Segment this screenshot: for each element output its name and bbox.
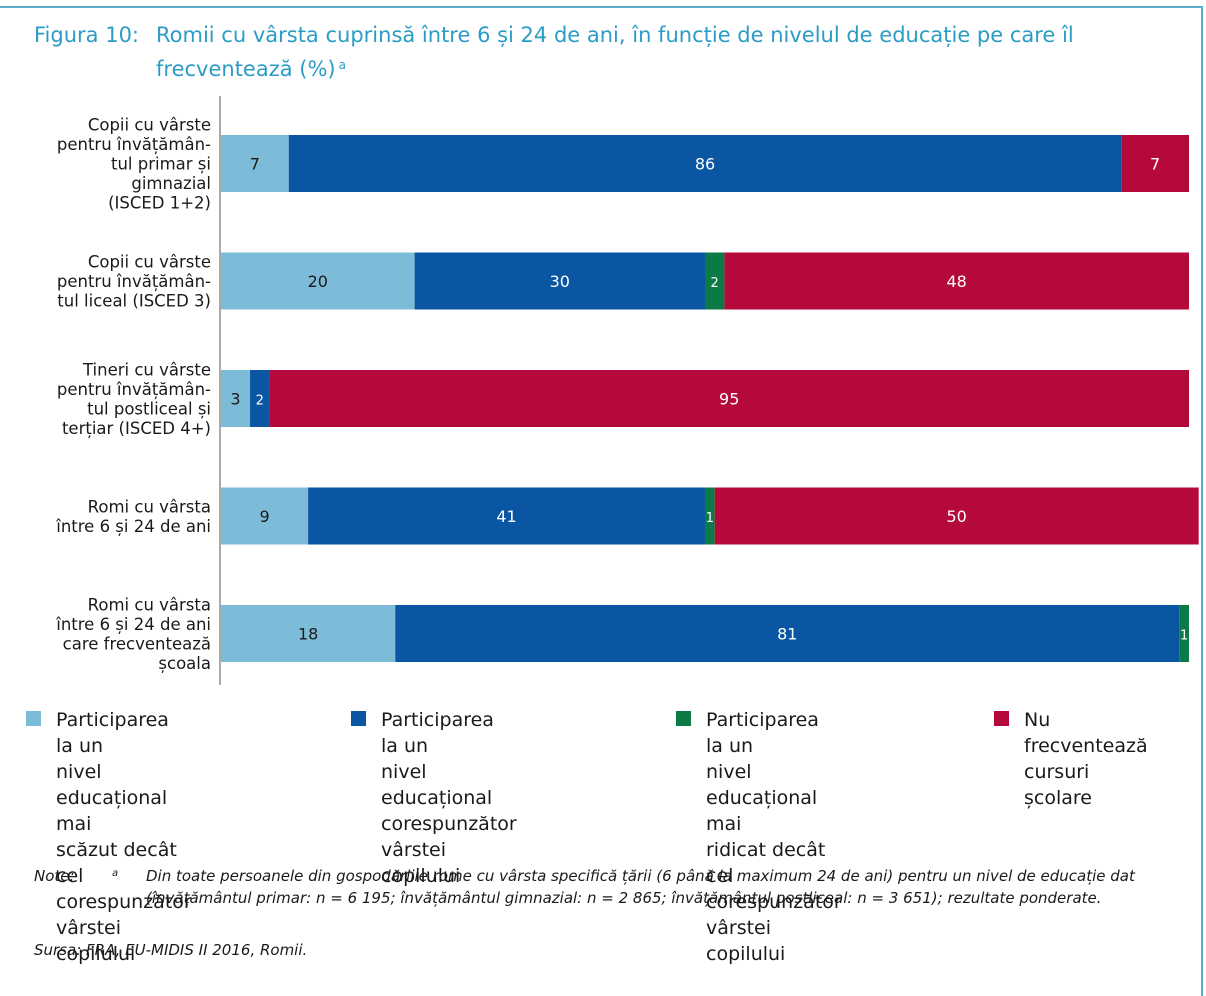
legend-label-matching-level: Participarea la un nivel educațional cores… xyxy=(381,709,517,887)
data-label: 50 xyxy=(947,507,967,526)
data-label: 20 xyxy=(308,272,328,291)
data-label: 2 xyxy=(711,276,719,291)
stacked-bar-chart: Copii cu vârste pentru învățămân-tul prim… xyxy=(55,96,1199,685)
bar-segment xyxy=(221,487,309,545)
data-label: 1 xyxy=(706,511,714,526)
data-label: 95 xyxy=(719,390,739,409)
data-label: 48 xyxy=(947,272,967,291)
legend-label-not-attending: Nu frecventează cursuri școlare xyxy=(1024,709,1148,809)
data-label: 3 xyxy=(230,390,240,409)
figure-title-text: Romii cu vârsta cuprinsă între 6 și 24 d… xyxy=(156,20,1156,84)
bar-segment xyxy=(724,252,1189,310)
bar-segment xyxy=(221,370,251,427)
category-label: Tineri cu vârste pentru învățămân-tul pos… xyxy=(57,360,211,438)
legend-label-lower-level: Participarea la un nivel educațional mai s… xyxy=(56,709,192,965)
category-label: Copii cu vârste pentru învățămân-tul lice… xyxy=(57,253,211,311)
bar-segment xyxy=(1121,135,1189,192)
figure-frame xyxy=(0,6,1203,996)
bar-segment xyxy=(705,487,715,545)
chart-legend: Participarea la un nivel educațional mai s… xyxy=(0,707,1206,965)
bar-segment xyxy=(221,605,396,662)
data-label: 86 xyxy=(695,155,715,174)
notes-text: Din toate persoanele din gospodăriile ro… xyxy=(146,867,1135,907)
bar-segment xyxy=(395,605,1180,662)
notes-mark: a xyxy=(112,868,119,879)
bar-segment xyxy=(288,135,1122,192)
data-label: 1 xyxy=(1180,629,1188,644)
category-label: Romi cu vârsta între 6 și 24 de ani care f… xyxy=(55,595,211,673)
data-label: 30 xyxy=(550,272,570,291)
category-label: Romi cu vârsta între 6 și 24 de ani xyxy=(55,497,211,536)
title-footnote-mark: a xyxy=(338,58,346,72)
bar-segment xyxy=(705,252,725,310)
notes-label: Note: xyxy=(34,867,75,885)
chart-source: Sursa: FRA, EU-MIDIS II 2016, Romii. xyxy=(34,941,308,959)
bar-segment xyxy=(414,252,705,310)
bar-segment xyxy=(308,487,705,545)
data-label: 81 xyxy=(777,625,797,644)
data-label: 2 xyxy=(256,394,264,409)
legend-label-higher-level: Participarea la un nivel educațional mai r… xyxy=(706,709,842,965)
data-label: 9 xyxy=(259,507,269,526)
legend-swatch-lower-level xyxy=(26,711,41,726)
figure-number: Figura 10: xyxy=(34,23,139,47)
category-label: Copii cu vârste pentru învățămân-tul prim… xyxy=(57,116,211,213)
bar-segment xyxy=(1179,605,1189,662)
data-label: 41 xyxy=(496,507,516,526)
bar-segment xyxy=(221,135,289,192)
title-text: Romii cu vârsta cuprinsă între 6 și 24 d… xyxy=(156,23,1074,81)
data-label: 7 xyxy=(250,155,260,174)
data-label: 7 xyxy=(1150,155,1160,174)
legend-swatch-matching-level xyxy=(351,711,366,726)
data-label: 18 xyxy=(298,625,318,644)
bar-segment xyxy=(269,370,1189,427)
bar-segment xyxy=(221,252,415,310)
legend-swatch-not-attending xyxy=(994,711,1009,726)
bar-segment xyxy=(250,370,270,427)
legend-swatch-higher-level xyxy=(676,711,691,726)
bar-segment xyxy=(714,487,1199,545)
